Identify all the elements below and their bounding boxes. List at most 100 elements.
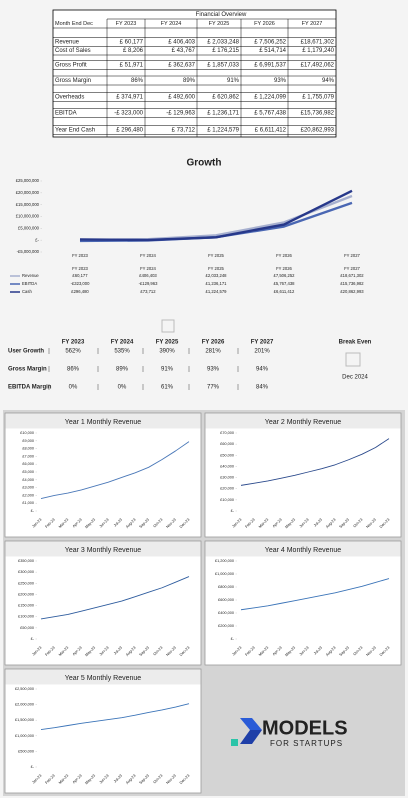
legend-label: Cash — [22, 289, 32, 294]
kpi-value: 93% — [207, 367, 220, 373]
chart-title-band — [5, 669, 201, 685]
y-tick-label: £100,000 — [18, 615, 34, 619]
logo-shape — [231, 739, 238, 746]
x-tick-label: Oct-23 — [353, 518, 364, 529]
y-tick-label: £1,500,000 — [15, 718, 34, 722]
y-tick-label: £4,000 — [22, 478, 34, 482]
y-tick-label: £200,000 — [218, 624, 234, 628]
y-tick-label: £500,000 — [18, 749, 34, 753]
x-tick-label: Apr-23 — [72, 774, 83, 785]
cell: £ 8,206 — [123, 48, 144, 54]
cell: -£ 129,963 — [166, 111, 195, 117]
x-tick-label: Sep-23 — [339, 646, 350, 657]
x-tick-label: Nov-23 — [165, 774, 176, 785]
chart-title-band — [5, 413, 201, 429]
x-tick-label: Sep-23 — [139, 774, 150, 785]
cell: £ 296,480 — [116, 128, 143, 134]
cell: 89% — [183, 78, 196, 84]
x-tick-label: FY 2025 — [208, 253, 224, 258]
y-tick-label: £9,000 — [22, 439, 34, 443]
x-tick-label: May-23 — [84, 646, 96, 658]
cell: £ 514,714 — [259, 48, 286, 54]
row-label: Gross Profit — [55, 63, 87, 69]
chart-box — [4, 412, 202, 538]
value-label: £296,480 — [71, 289, 89, 294]
cell: £ 1,224,579 — [207, 128, 239, 134]
x-tick-label: Apr-23 — [72, 518, 83, 529]
x-tick-label: Feb-23 — [245, 646, 256, 657]
logo-shape — [240, 718, 262, 730]
cell: £ 492,600 — [168, 95, 195, 101]
kpi-value: 390% — [159, 349, 175, 355]
cell: £ 1,236,171 — [207, 111, 239, 117]
value-label: £18,671,302 — [340, 273, 364, 278]
kpi-label: User Growth — [8, 349, 44, 355]
cell: £17,492,062 — [301, 63, 335, 69]
x-tick-label: Apr-23 — [272, 518, 283, 529]
x-tick-label: Mar-23 — [58, 518, 69, 529]
x-tick-label: May-23 — [284, 646, 296, 658]
x-tick-label: Oct-23 — [353, 646, 364, 657]
value-label: £6,611,412 — [274, 289, 295, 294]
value-label: £20,862,993 — [340, 289, 364, 294]
value-label: -£129,963 — [139, 281, 159, 286]
chart-title: Growth — [187, 158, 222, 169]
x-tick-label: Nov-23 — [365, 518, 376, 529]
x-tick-label: Jul-23 — [313, 646, 323, 656]
cell: £ 2,033,248 — [207, 40, 239, 46]
row-label: Year End Cash — [55, 128, 95, 134]
x-tick-label: Jan-23 — [31, 518, 42, 529]
table-column: FY 2023 — [72, 266, 88, 271]
table-column: FY 2027 — [344, 266, 360, 271]
cell: £ 362,637 — [168, 63, 195, 69]
cell: £ 51,971 — [120, 63, 144, 69]
x-tick-label: Feb-23 — [45, 774, 56, 785]
y-tick-label: £10,000 — [20, 431, 34, 435]
cell: £15,736,982 — [301, 111, 335, 117]
cell: £ 1,755,079 — [302, 95, 334, 101]
cell: 91% — [227, 78, 240, 84]
x-tick-label: Jul-23 — [113, 774, 123, 784]
kpi-value: 535% — [114, 349, 130, 355]
kpi-label: Gross Margin — [8, 367, 47, 373]
data-line — [240, 438, 390, 486]
calendar-icon — [345, 352, 361, 367]
row-label: Gross Margin — [55, 78, 91, 84]
cell: £ 5,767,438 — [254, 111, 286, 117]
y-tick-label: £20,000 — [220, 487, 234, 491]
x-tick-label: Feb-23 — [245, 518, 256, 529]
y-tick-label: £10,000 — [220, 498, 234, 502]
data-line — [40, 441, 190, 499]
y-tick-label: £1,200,000 — [215, 559, 234, 563]
row-label: Cost of Sales — [55, 48, 91, 54]
cell: £ 43,767 — [172, 48, 196, 54]
y-tick-label: £600,000 — [218, 598, 234, 602]
x-tick-label: Apr-23 — [272, 646, 283, 657]
kpi-value: 84% — [256, 385, 269, 391]
kpi-label: EBITDA Margin — [8, 385, 52, 391]
x-tick-label: Feb-23 — [45, 646, 56, 657]
y-tick-label: £50,000 — [220, 453, 234, 457]
column-header: FY 2023 — [116, 21, 137, 27]
y-tick-label: £10,000,000 — [16, 214, 40, 219]
x-tick-label: Dec-23 — [179, 646, 190, 657]
kpi-value: 77% — [207, 385, 220, 391]
x-tick-label: Aug-23 — [125, 646, 136, 657]
x-tick-label: Oct-23 — [153, 774, 164, 785]
x-tick-label: Jun-23 — [99, 774, 110, 785]
chart-title: Year 4 Monthly Revenue — [265, 547, 342, 554]
y-tick-label: £2,000 — [22, 493, 34, 497]
y-tick-label: £50,000 — [20, 626, 34, 630]
x-tick-label: Dec-23 — [379, 518, 390, 529]
table-column: FY 2026 — [276, 266, 292, 271]
y-tick-label: £1,000,000 — [15, 734, 34, 738]
x-tick-label: Jun-23 — [99, 646, 110, 657]
column-header: FY 2027 — [302, 21, 323, 27]
chart-title-band — [205, 413, 401, 429]
y-tick-label: £- — [35, 237, 39, 242]
x-tick-label: Sep-23 — [139, 518, 150, 529]
y-tick-label: £- — [31, 765, 35, 769]
x-tick-label: Dec-23 — [179, 518, 190, 529]
y-tick-label: £15,000,000 — [16, 202, 40, 207]
data-line — [40, 576, 190, 620]
